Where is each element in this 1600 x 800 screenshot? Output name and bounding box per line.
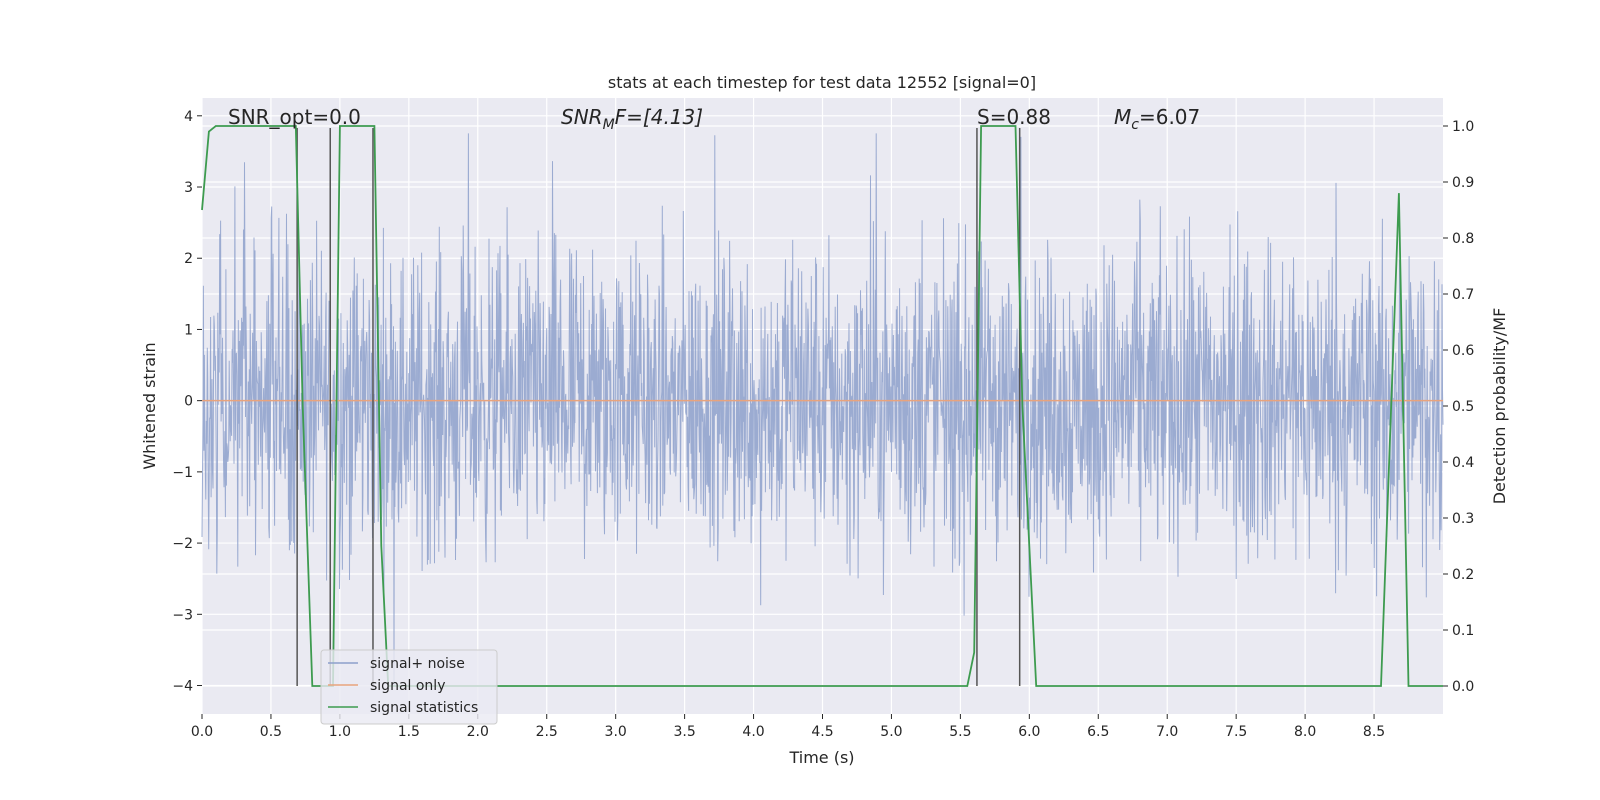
y-right-axis-label: Detection probability/MF [1490, 308, 1509, 505]
x-tick-label-6: 3.0 [605, 724, 627, 740]
x-tick-label-17: 8.5 [1363, 724, 1385, 740]
y-right-tick-label-7: 0.3 [1452, 511, 1474, 527]
y-left-tick-label-8: −4 [172, 679, 193, 695]
x-tick-label-11: 5.5 [949, 724, 971, 740]
y-right-tick-label-2: 0.8 [1452, 231, 1474, 247]
y-right-tick-label-8: 0.2 [1452, 567, 1474, 583]
x-tick-label-5: 2.5 [536, 724, 558, 740]
x-tick-label-4: 2.0 [467, 724, 489, 740]
x-tick-label-1: 0.5 [260, 724, 282, 740]
y-right-tick-label-5: 0.5 [1452, 399, 1474, 415]
x-tick-label-7: 3.5 [673, 724, 695, 740]
y-left-tick-label-5: −1 [172, 465, 193, 481]
x-axis-label: Time (s) [788, 748, 854, 767]
y-right-tick-label-6: 0.4 [1452, 455, 1474, 471]
legend-label-statistics: signal statistics [370, 700, 478, 716]
x-tick-label-13: 6.5 [1087, 724, 1109, 740]
x-tick-label-9: 4.5 [811, 724, 833, 740]
legend: signal+ noise signal only signal statist… [320, 649, 498, 725]
y-right-tick-label-9: 0.1 [1452, 623, 1474, 639]
y-left-tick-label-3: 1 [184, 322, 193, 338]
y-right-axis-ticks: 1.0 0.9 0.8 0.7 0.6 0.5 0.4 0.3 0.2 0.1 0.0 [1443, 119, 1474, 695]
y-right-tick-label-3: 0.7 [1452, 287, 1474, 303]
x-tick-label-10: 5.0 [880, 724, 902, 740]
signal-noise-series [201, 133, 1444, 686]
y-left-tick-label-7: −3 [172, 607, 193, 623]
x-tick-label-3: 1.5 [398, 724, 420, 740]
legend-label-signal-only: signal only [370, 678, 445, 694]
chart-title: stats at each timestep for test data 125… [608, 73, 1036, 92]
y-left-tick-label-0: 4 [184, 109, 193, 125]
y-right-tick-label-1: 0.9 [1452, 175, 1474, 191]
x-tick-label-16: 8.0 [1294, 724, 1316, 740]
mc-annotation: Mc=6.07 [1114, 105, 1200, 133]
y-left-tick-label-2: 2 [184, 251, 193, 267]
y-right-tick-label-4: 0.6 [1452, 343, 1474, 359]
y-left-axis-ticks: 4 3 2 1 0 −1 −2 −3 −4 [172, 109, 202, 695]
x-tick-label-2: 1.0 [329, 724, 351, 740]
y-left-tick-label-6: −2 [172, 536, 193, 552]
x-axis-ticks: 0.0 0.5 1.0 1.5 2.0 2.5 3.0 3.5 4.0 4.5 5.0 5.5 6.0 6… [191, 714, 1385, 740]
s-annotation: S=0.88 [977, 105, 1051, 129]
snr-mf-annotation: SNRMF=[4.13] [561, 105, 703, 133]
legend-label-noise: signal+ noise [370, 656, 465, 672]
y-right-tick-label-0: 1.0 [1452, 119, 1474, 135]
x-tick-label-12: 6.0 [1018, 724, 1040, 740]
snr-opt-annotation: SNR_opt=0.0 [228, 105, 361, 129]
y-left-tick-label-4: 0 [184, 394, 193, 410]
x-tick-label-0: 0.0 [191, 724, 213, 740]
x-tick-label-15: 7.5 [1225, 724, 1247, 740]
legend-box [320, 649, 498, 725]
y-right-tick-label-10: 0.0 [1452, 679, 1474, 695]
y-left-axis-label: Whitened strain [140, 342, 159, 469]
x-tick-label-8: 4.0 [742, 724, 764, 740]
noise-line [201, 133, 1444, 686]
y-left-tick-label-1: 3 [184, 180, 193, 196]
x-tick-label-14: 7.0 [1156, 724, 1178, 740]
